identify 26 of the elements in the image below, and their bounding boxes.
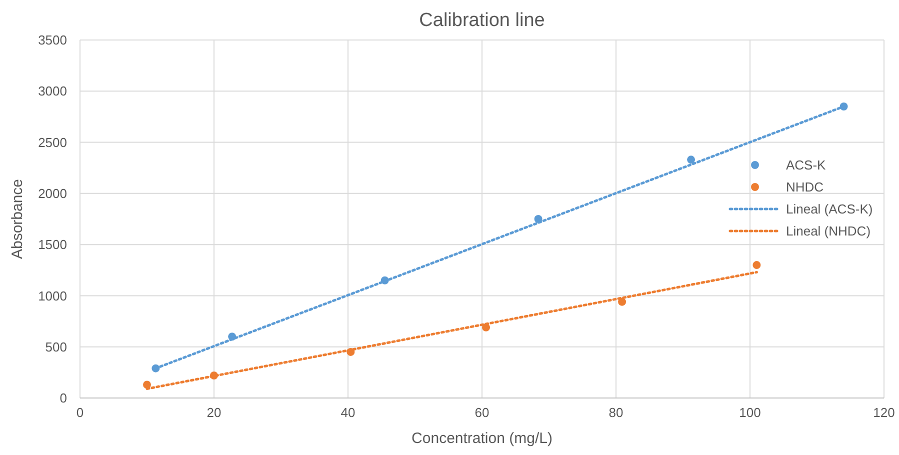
y-tick-label: 2000 xyxy=(38,186,67,201)
y-tick-label: 500 xyxy=(45,339,67,354)
x-tick-label: 0 xyxy=(76,405,84,420)
legend-label: Lineal (ACS-K) xyxy=(786,202,873,217)
y-tick-label: 3500 xyxy=(38,32,67,48)
x-tick-label: 40 xyxy=(340,405,356,420)
legend-label: NHDC xyxy=(786,180,824,195)
legend-label: Lineal (NHDC) xyxy=(786,224,871,239)
y-axis-title: Absorbance xyxy=(9,178,26,260)
x-tick-label: 60 xyxy=(474,405,490,420)
x-tick-label: 20 xyxy=(206,405,222,420)
x-tick-label: 80 xyxy=(608,405,624,420)
x-tick-label: 120 xyxy=(873,405,895,420)
point xyxy=(752,261,761,270)
y-tick-label: 3000 xyxy=(38,84,67,99)
chart-title: Calibration line xyxy=(419,10,545,31)
point xyxy=(618,298,626,306)
y-tick-label: 1000 xyxy=(38,288,67,304)
y-tick-label: 2500 xyxy=(38,134,67,150)
y-tick-label: 0 xyxy=(60,390,67,406)
legend-label: ACS-K xyxy=(786,158,826,173)
point xyxy=(687,156,696,164)
y-tick-label: 1500 xyxy=(38,237,67,252)
x-axis-title: Concentration (mg/L) xyxy=(412,430,552,447)
x-tick-label: 100 xyxy=(739,405,761,420)
point xyxy=(143,380,151,389)
